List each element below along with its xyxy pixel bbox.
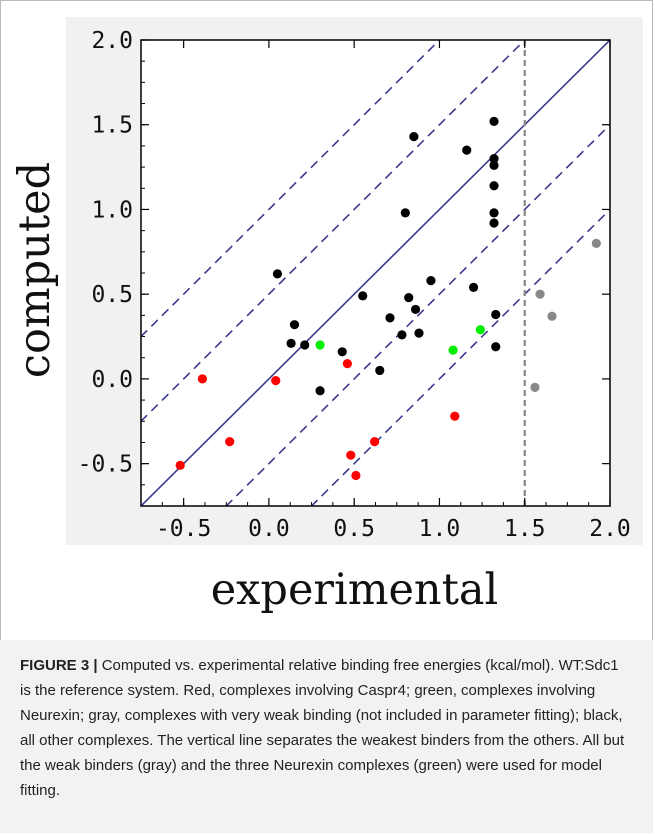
data-point: [489, 181, 499, 191]
data-point: [351, 470, 361, 481]
figure-caption: FIGURE 3 | Computed vs. experimental rel…: [0, 640, 653, 833]
x-tick-label: 0.0: [248, 516, 290, 542]
data-point: [448, 345, 458, 355]
data-point: [530, 382, 540, 392]
data-point: [375, 365, 385, 376]
data-point: [489, 116, 499, 126]
y-tick-label: 1.0: [91, 197, 133, 223]
data-point: [300, 340, 310, 350]
data-point: [400, 208, 410, 218]
data-point: [547, 311, 557, 321]
y-tick-label: -0.5: [78, 452, 133, 478]
data-point: [342, 359, 352, 369]
axis-ticks: [140, 39, 611, 507]
data-point: [286, 338, 296, 348]
data-point: [489, 208, 499, 218]
y-tick-label: 0.5: [91, 282, 133, 308]
data-point: [197, 374, 207, 384]
data-point: [337, 347, 347, 357]
data-point: [370, 437, 380, 447]
data-points: [175, 116, 601, 481]
scatter-chart: -0.5 0.0 0.5 1.0 1.5 2.0 -0.5 0.0 0.5 1.0 1.5 2.0: [78, 28, 631, 542]
axis-tick-labels: -0.5 0.0 0.5 1.0 1.5 2.0 -0.5 0.0 0.5 1.0 1.5 2.0: [78, 28, 631, 542]
data-point: [491, 309, 501, 320]
x-axis-label: experimental: [210, 565, 499, 615]
data-point: [315, 386, 325, 396]
data-point: [414, 328, 424, 338]
x-tick-label: 0.5: [333, 516, 375, 542]
data-point: [397, 330, 407, 340]
data-point: [271, 376, 281, 386]
data-point: [591, 238, 601, 248]
y-axis-label: computed: [10, 161, 60, 379]
data-point: [385, 313, 395, 323]
data-point: [315, 340, 325, 350]
y-tick-label: 0.0: [91, 367, 133, 393]
diagonal-reference-line-2: [225, 123, 610, 506]
diagonal-reference-line-0: [141, 40, 610, 506]
figure-label: FIGURE 3 |: [20, 657, 98, 674]
x-tick-label: -0.5: [156, 516, 211, 542]
data-point: [450, 411, 460, 421]
data-point: [489, 160, 499, 170]
data-point: [462, 145, 472, 155]
data-point: [468, 282, 479, 293]
data-point: [489, 218, 499, 228]
data-point: [410, 304, 421, 315]
data-point: [491, 342, 501, 352]
y-tick-label: 1.5: [91, 113, 133, 139]
data-point: [489, 154, 499, 164]
caption-text: Computed vs. experimental relative bindi…: [20, 657, 625, 799]
data-point: [426, 276, 436, 286]
data-point: [289, 320, 300, 330]
diagonal-reference-line-1: [141, 40, 526, 423]
x-tick-label: 1.5: [504, 516, 546, 542]
data-point: [272, 269, 283, 279]
data-point: [535, 289, 545, 299]
data-point: [409, 131, 419, 142]
data-point: [346, 450, 356, 460]
x-tick-label: 1.0: [419, 516, 461, 542]
data-point: [225, 437, 235, 447]
x-tick-label: 2.0: [589, 516, 631, 542]
data-point: [404, 292, 414, 303]
data-point: [475, 325, 485, 335]
data-point: [175, 460, 185, 470]
data-point: [358, 291, 368, 301]
y-tick-label: 2.0: [91, 28, 133, 54]
caption-paragraph: FIGURE 3 | Computed vs. experimental rel…: [0, 640, 653, 803]
diagonal-reference-line-3: [141, 40, 441, 338]
